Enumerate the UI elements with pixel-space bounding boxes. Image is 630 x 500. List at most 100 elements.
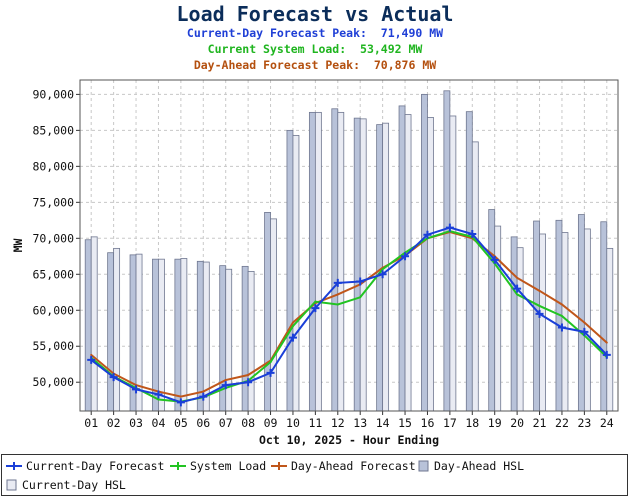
- hsl-bar-current-day-hsl: [539, 233, 546, 412]
- hsl-bar-day-ahead-hsl: [107, 252, 115, 412]
- system-load-point: [538, 304, 541, 307]
- x-tick-label: 04: [152, 416, 166, 430]
- hsl-bar-day-ahead-hsl: [308, 111, 316, 412]
- x-tick-label: 02: [107, 416, 121, 430]
- current-load-subtitle: Current System Load: 53,492 MW: [0, 42, 630, 56]
- hsl-bar-day-ahead-hsl: [577, 214, 585, 412]
- legend-label: Day-Ahead HSL: [434, 459, 525, 473]
- x-tick-label: 16: [421, 416, 435, 430]
- system-load-point: [336, 303, 339, 306]
- system-load-point: [560, 315, 563, 318]
- hsl-bar-day-ahead-hsl: [196, 260, 204, 412]
- current-day-forecast-point: [468, 229, 477, 238]
- system-load-point: [269, 361, 272, 364]
- x-tick-label: 15: [398, 416, 412, 430]
- x-tick-label: 17: [443, 416, 457, 430]
- current-day-forecast-point: [221, 381, 230, 390]
- x-tick-label: 19: [488, 416, 502, 430]
- current-day-hsl-swatch: [6, 479, 17, 491]
- x-tick-label: 22: [555, 416, 569, 430]
- y-tick-label: 55,000: [32, 339, 74, 353]
- current-day-forecast-point: [333, 278, 342, 287]
- day-ahead-peak-label: Day-Ahead Forecast Peak:: [193, 58, 360, 72]
- y-axis-label: MW: [11, 239, 25, 253]
- system-load-point: [359, 296, 362, 299]
- current-day-forecast-point: [154, 390, 163, 399]
- x-tick-label: 13: [353, 416, 367, 430]
- current-day-forecast-point: [109, 373, 118, 382]
- hsl-bar-current-day-hsl: [158, 258, 165, 412]
- hsl-bar-current-day-hsl: [90, 236, 98, 412]
- system-load-point: [291, 325, 294, 328]
- current-day-forecast-point: [423, 230, 432, 239]
- x-tick-label: 07: [219, 416, 233, 430]
- hsl-bar-current-day-hsl: [449, 115, 457, 412]
- hsl-bar-current-day-hsl: [561, 232, 569, 412]
- y-tick-label: 80,000: [32, 159, 74, 173]
- y-tick-label: 65,000: [32, 267, 74, 281]
- hsl-bar-current-day-hsl: [314, 111, 322, 412]
- hsl-bar-day-ahead-hsl: [241, 265, 249, 412]
- system-load-point: [516, 293, 519, 296]
- current-day-forecast-line: [90, 226, 608, 404]
- legend-item-day-ahead-forecast[interactable]: Day-Ahead Forecast: [271, 459, 416, 473]
- system-load-point: [157, 398, 160, 401]
- x-tick-label: 21: [533, 416, 547, 430]
- chart-legend: Current-Day Forecast System Load Day-Ahe…: [1, 454, 628, 496]
- current-day-forecast-point: [535, 309, 544, 318]
- y-tick-label: 60,000: [32, 303, 74, 317]
- current-day-forecast-point: [557, 323, 566, 332]
- system-load-point: [381, 268, 384, 271]
- current-day-forecast-point: [401, 252, 410, 261]
- x-tick-label: 23: [577, 416, 591, 430]
- current-day-forecast-point: [378, 270, 387, 279]
- day-ahead-forecast-point: [202, 390, 205, 393]
- current-day-forecast-point: [176, 398, 185, 407]
- hsl-bar-current-day-hsl: [247, 271, 255, 412]
- current-load-value: 53,492 MW: [360, 42, 423, 56]
- day-ahead-forecast-point: [538, 289, 541, 292]
- y-tick-label: 50,000: [32, 375, 74, 389]
- x-tick-label: 14: [376, 416, 390, 430]
- hsl-bar-current-day-hsl: [516, 247, 524, 412]
- hsl-bar-day-ahead-hsl: [443, 90, 451, 412]
- x-tick-label: 01: [84, 416, 98, 430]
- x-axis-label: Oct 10, 2025 - Hour Ending: [259, 433, 439, 447]
- current-day-forecast-point: [602, 350, 611, 359]
- hsl-bar-day-ahead-hsl: [488, 209, 496, 412]
- legend-label: Current-Day HSL: [22, 478, 126, 492]
- current-day-peak-value: 71,490 MW: [380, 26, 444, 40]
- current-day-forecast-point: [244, 378, 253, 387]
- legend-label: Current-Day Forecast: [26, 459, 165, 473]
- hsl-bar-current-day-hsl: [404, 114, 412, 412]
- hsl-bar-current-day-hsl: [113, 247, 121, 412]
- hsl-bar-current-day-hsl: [337, 111, 345, 412]
- day-ahead-forecast-point: [90, 353, 93, 356]
- current-day-forecast-point: [445, 223, 454, 232]
- legend-label: System Load: [190, 459, 267, 473]
- chart-title: Load Forecast vs Actual: [176, 2, 454, 26]
- legend-item-system-load[interactable]: System Load: [170, 459, 266, 473]
- hsl-bar-day-ahead-hsl: [264, 211, 271, 412]
- hsl-bar-day-ahead-hsl: [286, 129, 294, 412]
- current-day-forecast-point: [132, 385, 141, 394]
- day-ahead-forecast-point: [291, 321, 294, 324]
- current-day-forecast-point: [87, 355, 96, 364]
- hsl-bar-day-ahead-hsl: [331, 108, 339, 412]
- x-tick-label: 24: [600, 416, 614, 430]
- x-tick-label: 08: [241, 416, 255, 430]
- hsl-bar-current-day-hsl: [427, 117, 434, 412]
- day-ahead-forecast-point: [224, 379, 227, 382]
- day-ahead-hsl-swatch: [418, 460, 429, 472]
- legend-item-current-day-hsl[interactable]: Current-Day HSL: [6, 478, 126, 492]
- current-day-forecast-point: [580, 327, 589, 336]
- hsl-bar-day-ahead-hsl: [465, 111, 473, 412]
- x-tick-label: 09: [264, 416, 278, 430]
- legend-item-day-ahead-hsl[interactable]: Day-Ahead HSL: [418, 459, 524, 473]
- hsl-bar-current-day-hsl: [471, 141, 479, 412]
- legend-item-current-day-forecast[interactable]: Current-Day Forecast: [6, 459, 164, 473]
- hsl-bar-current-day-hsl: [292, 135, 300, 412]
- x-tick-label: 11: [308, 416, 322, 430]
- current-day-forecast-point: [490, 255, 499, 264]
- load-chart: 50,000 55,000 60,000 65,000 70,000 75,000 80,0…: [11, 79, 619, 447]
